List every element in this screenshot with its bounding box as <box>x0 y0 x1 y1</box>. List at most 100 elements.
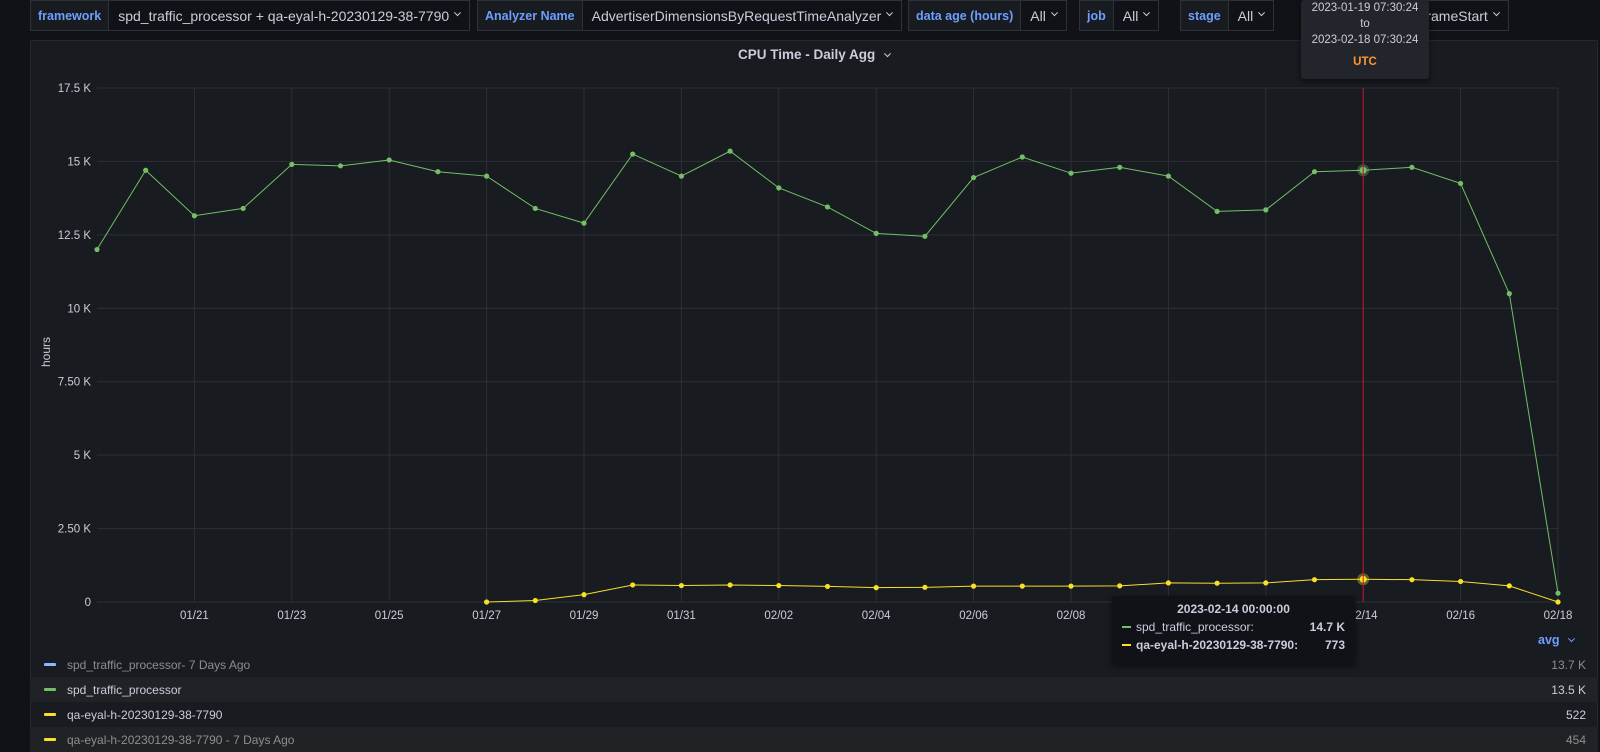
data-point <box>1506 291 1512 297</box>
legend: spd_traffic_processor- 7 Days Ago 13.7 K… <box>30 652 1598 752</box>
data-point <box>337 163 344 169</box>
data-age-select[interactable]: All <box>1021 0 1067 31</box>
legend-item[interactable]: qa-eyal-h-20230129-38-7790 522 <box>30 702 1598 727</box>
chart-series <box>94 148 1561 605</box>
panel-title-text: CPU Time - Daily Agg <box>737 47 876 62</box>
data-point <box>1311 577 1318 583</box>
chevron-down-icon <box>1567 635 1576 643</box>
data-point <box>678 173 685 179</box>
data-point <box>1409 577 1415 583</box>
data-point <box>873 230 879 236</box>
time-range-to-word: to <box>1360 18 1370 30</box>
data-point <box>727 582 733 588</box>
variable-label: job <box>1079 0 1114 31</box>
series-swatch <box>44 663 56 666</box>
data-point <box>484 599 490 605</box>
legend-item-name: spd_traffic_processor- 7 Days Ago <box>67 657 251 672</box>
series-line <box>96 150 1559 594</box>
chart-grid <box>97 87 1559 603</box>
data-point <box>678 582 685 589</box>
data-point <box>1458 180 1464 187</box>
x-axis: 01/21 01/23 01/25 01/27 01/29 01/31 02/02 02/04… <box>180 610 1572 622</box>
data-point <box>824 583 831 590</box>
data-point <box>1117 583 1123 589</box>
y-tick-label: 17.5 K <box>58 83 92 95</box>
data-point <box>532 205 538 212</box>
x-tick-label: 01/21 <box>180 610 209 622</box>
hover-series-value: 773 <box>1324 638 1345 652</box>
y-tick-label: 15 K <box>67 156 91 168</box>
data-point <box>1506 583 1512 589</box>
data-point <box>1165 580 1171 586</box>
y-tick-label: 5 K <box>74 450 92 462</box>
variable-value: All <box>1122 7 1139 24</box>
panel-title[interactable]: CPU Time - Daily Agg <box>31 47 1597 62</box>
data-point <box>1555 590 1561 596</box>
legend-sort-avg[interactable]: avg <box>1538 633 1576 647</box>
y-tick-label: 12.5 K <box>58 230 92 242</box>
hover-row: spd_traffic_processor: 14.7 K <box>1122 620 1345 634</box>
series-swatch <box>44 713 56 716</box>
variable-value: eFrameStart <box>1410 7 1488 24</box>
data-point <box>922 584 928 590</box>
job-select[interactable]: All <box>1113 0 1160 31</box>
hover-series-name: qa-eyal-h-20230129-38-7790: <box>1136 638 1299 652</box>
stage-select[interactable]: All <box>1228 0 1275 31</box>
data-point <box>289 161 295 167</box>
y-tick-label: 10 K <box>67 303 91 315</box>
legend-item-value: 13.7 K <box>1551 657 1586 672</box>
data-point <box>1165 173 1171 179</box>
legend-item[interactable]: spd_traffic_processor- 7 Days Ago 13.7 K <box>30 652 1598 677</box>
time-zone: UTC <box>1353 56 1377 68</box>
x-tick-label: 02/08 <box>1057 610 1086 622</box>
data-point <box>824 204 831 210</box>
data-point <box>1409 164 1415 170</box>
legend-item-name: qa-eyal-h-20230129-38-7790 - 7 Days Ago <box>67 732 295 747</box>
x-tick-label: 02/18 <box>1544 610 1573 622</box>
x-tick-label: 01/31 <box>667 610 696 622</box>
legend-item-value: 454 <box>1565 732 1586 747</box>
data-point <box>1263 207 1269 213</box>
framework-select[interactable]: spd_traffic_processor + qa-eyal-h-202301… <box>109 0 471 31</box>
data-point <box>532 597 538 604</box>
analyzer-name-select[interactable]: AdvertiserDimensionsByRequestTimeAnalyze… <box>582 0 903 31</box>
variable-label: stage <box>1180 0 1229 31</box>
x-tick-label: 02/06 <box>959 610 988 622</box>
data-point <box>1214 580 1220 586</box>
data-point <box>922 233 928 239</box>
data-point <box>1019 583 1025 589</box>
data-point <box>240 205 246 212</box>
variable-stage: stage All <box>1180 0 1275 31</box>
legend-item[interactable]: qa-eyal-h-20230129-38-7790 - 7 Days Ago … <box>30 727 1598 752</box>
data-point <box>1214 208 1220 214</box>
data-point <box>873 585 879 591</box>
x-tick-label: 01/25 <box>375 610 404 622</box>
x-tick-label: 01/29 <box>570 610 599 622</box>
data-point <box>581 592 587 598</box>
variable-value: AdvertiserDimensionsByRequestTimeAnalyze… <box>591 7 882 24</box>
hover-timestamp: 2023-02-14 00:00:00 <box>1177 602 1290 616</box>
data-point <box>386 157 392 163</box>
x-tick-label: 01/23 <box>277 610 306 622</box>
y-axis-label: hours <box>39 337 53 367</box>
legend-item-name: qa-eyal-h-20230129-38-7790 <box>67 707 223 722</box>
series-swatch <box>44 738 56 741</box>
time-range-from: 2023-01-19 07:30:24 <box>1311 2 1419 14</box>
variable-data-age: data age (hours) All <box>908 0 1067 31</box>
x-tick-label: 02/02 <box>764 610 793 622</box>
data-point <box>1458 578 1464 585</box>
data-point <box>484 173 490 179</box>
data-point <box>1019 154 1025 160</box>
data-point <box>1117 164 1123 170</box>
x-tick-label: 02/04 <box>862 610 891 622</box>
variable-value: All <box>1237 7 1254 24</box>
y-axis: 0 2.50 K 5 K 7.50 K 10 K 12.5 K 15 K 17.5 K <box>58 83 92 609</box>
data-point <box>1311 169 1318 175</box>
variable-framework: framework spd_traffic_processor + qa-eya… <box>30 0 471 31</box>
data-point <box>971 174 977 181</box>
legend-item-name: spd_traffic_processor <box>67 682 182 697</box>
variable-label: Analyzer Name <box>477 0 583 31</box>
y-tick-label: 0 <box>85 597 91 609</box>
legend-item[interactable]: spd_traffic_processor 13.5 K <box>30 677 1598 702</box>
